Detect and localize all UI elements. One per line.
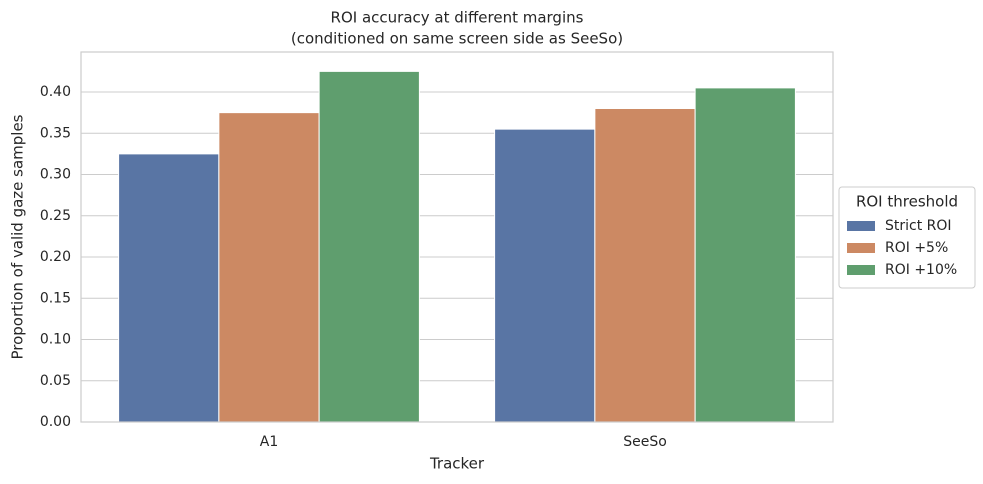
bar — [594, 108, 696, 423]
legend-swatch — [847, 243, 875, 253]
legend-label: Strict ROI — [885, 218, 952, 234]
legend-swatch — [847, 221, 875, 231]
y-tick-label: 0.15 — [40, 290, 71, 306]
bar — [118, 153, 220, 423]
y-tick-label: 0.20 — [40, 249, 71, 265]
y-tick-label: 0.35 — [40, 125, 71, 141]
y-tick-label: 0.30 — [40, 167, 71, 183]
bar — [218, 112, 320, 423]
chart-subtitle: (conditioned on same screen side as SeeS… — [291, 30, 623, 48]
bar — [494, 128, 596, 423]
legend-swatch — [847, 265, 875, 275]
x-tick-label: SeeSo — [623, 434, 667, 450]
x-tick-label: A1 — [260, 434, 278, 450]
legend-title: ROI threshold — [856, 193, 958, 211]
legend-label: ROI +5% — [885, 240, 948, 256]
plot-frame — [80, 51, 834, 423]
legend-box — [838, 186, 976, 289]
y-tick-label: 0.05 — [40, 373, 71, 389]
y-tick-label: 0.40 — [40, 84, 71, 100]
chart-title: ROI accuracy at different margins — [331, 9, 584, 27]
y-tick-label: 0.25 — [40, 208, 71, 224]
bar — [318, 70, 420, 423]
y-axis-label: Proportion of valid gaze samples — [9, 114, 27, 359]
y-tick-label: 0.10 — [40, 332, 71, 348]
y-tick-label: 0.00 — [40, 414, 71, 430]
x-axis-label: Tracker — [429, 455, 485, 473]
legend-label: ROI +10% — [885, 262, 957, 278]
bar — [694, 87, 796, 423]
